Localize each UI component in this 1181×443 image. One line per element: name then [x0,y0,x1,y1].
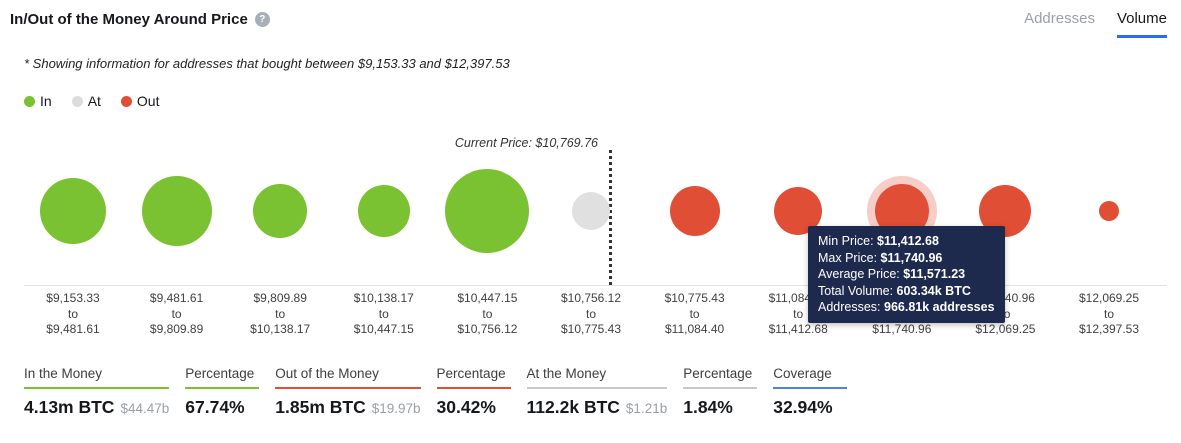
axis-label-0: $9,153.33 to $9,481.61 [46,291,100,336]
axis-label-2: $9,809.89 to $10,138.17 [250,291,311,336]
legend-label: In [40,93,52,109]
stat-label: Percentage [436,366,511,389]
stat-value-row: 112.2k BTC $1.21b [526,397,668,417]
stat-value-row: 30.42% [436,397,496,417]
bubble-0-in[interactable] [40,178,106,244]
help-icon[interactable]: ? [254,12,270,27]
stat-label: At the Money [526,366,668,389]
stat-2-out-of-the-money: Out of the Money 1.85m BTC $19.97b [275,366,421,418]
legend-item-out[interactable]: Out [120,93,160,109]
stat-0-in-the-money: In the Money 4.13m BTC $44.47b [24,366,170,418]
current-price-line [609,150,612,285]
tooltip-row: Total Volume: 603.34k BTC [818,283,971,298]
tooltip-row: Average Price: $11,571.23 [818,267,966,281]
stat-5-percentage: Percentage 1.84% [683,366,758,418]
bubble-5-at[interactable] [572,192,610,230]
page-title: In/Out of the Money Around Price [10,11,248,28]
legend-label: At [87,93,101,109]
legend-item-in[interactable]: In [24,93,52,109]
stat-label: In the Money [24,366,170,389]
bubble-2-in[interactable] [253,184,308,238]
stat-4-at-the-money: At the Money 112.2k BTC $1.21b [526,366,668,418]
tooltip-row: Max Price: $11,740.96 [818,250,943,265]
axis-label-5: $10,756.12 to $10,775.43 [560,291,622,336]
stat-label: Percentage [683,366,758,389]
bubble-4-in[interactable] [445,169,530,253]
bubble-6-out[interactable] [669,186,720,236]
tooltip-row: Addresses: 966.81k addresses [818,300,995,314]
legend: In At Out [24,93,160,109]
tooltip-row: Min Price: $11,412.68 [818,234,939,248]
range-subtitle: * Showing information for addresses that… [24,56,510,71]
axis-label-4: $10,447.15 to $10,756.12 [457,291,518,336]
x-axis-line [24,285,1167,286]
legend-item-at[interactable]: At [71,93,101,109]
header: In/Out of the Money Around Price ? [10,11,270,28]
stat-3-percentage: Percentage 30.42% [436,366,511,418]
stats-row: In the Money 4.13m BTC $44.47b Percentage 67… [24,366,848,418]
stat-6-coverage: Coverage 32.94% [773,366,848,418]
stat-value-row: 67.74% [185,397,245,417]
axis-label-1: $9,481.61 to $9,809.89 [149,291,204,336]
stat-1-percentage: Percentage 67.74% [185,366,260,418]
legend-label: Out [136,93,160,109]
header-tabs: Addresses Volume [1024,10,1167,38]
tooltip: Min Price: $11,412.68 Max Price: $11,740.… [808,226,1005,323]
bubble-3-in[interactable] [357,185,410,237]
axis-label-10: $12,069.25 to $12,397.53 [1078,291,1140,336]
stat-label: Coverage [773,366,848,389]
at-dot-icon [71,95,83,107]
stat-label: Percentage [185,366,260,389]
stat-value-row: 1.85m BTC $19.97b [275,397,421,417]
bubble-10-out[interactable] [1099,201,1119,221]
in-dot-icon [24,95,35,107]
current-price-label: Current Price: $10,769.76 [454,136,598,150]
axis-label-3: $10,138.17 to $10,447.15 [353,291,414,336]
bubble-1-in[interactable] [141,176,212,246]
stat-value-row: 1.84% [683,397,733,417]
out-dot-icon [120,95,132,107]
tab-volume[interactable]: Volume [1116,10,1167,38]
tab-addresses[interactable]: Addresses [1024,10,1095,27]
stat-value-row: 32.94% [773,397,833,417]
stat-label: Out of the Money [275,366,421,389]
axis-label-6: $10,775.43 to $11,084.40 [664,291,725,336]
stat-value-row: 4.13m BTC $44.47b [24,397,170,417]
